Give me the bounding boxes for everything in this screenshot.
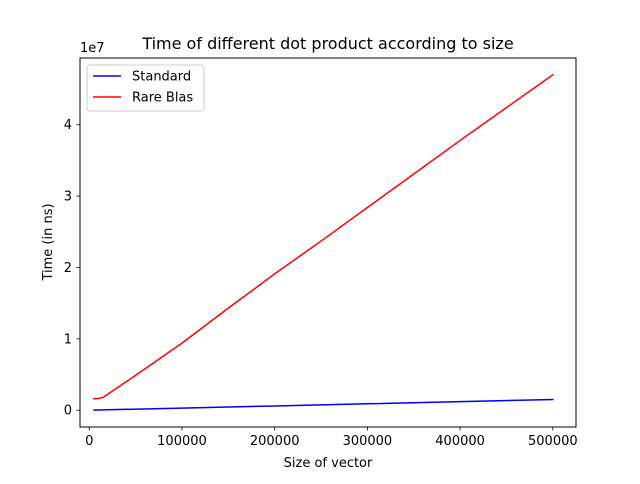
y-axis-offset-label: 1e7 [80, 41, 105, 56]
y-tick-label: 4 [64, 118, 72, 133]
series-layer [93, 73, 554, 411]
plot-frame [79, 57, 577, 428]
legend: Standard Rare Blas [86, 64, 205, 112]
y-tick-label: 0 [64, 404, 72, 419]
x-axis: 0 100000 200000 300000 400000 500000 [85, 427, 578, 449]
y-tick-label: 1 [64, 332, 72, 347]
x-tick-label: 200000 [250, 434, 300, 449]
x-tick-label: 100000 [157, 434, 207, 449]
x-tick-label: 0 [85, 434, 93, 449]
legend-label-standard: Standard [132, 70, 191, 85]
y-tick-label: 3 [64, 190, 72, 205]
x-tick-label: 400000 [435, 434, 485, 449]
y-axis: 0 1 2 3 4 [64, 118, 80, 419]
y-tick-label: 2 [64, 261, 72, 276]
x-axis-label: Size of vector [284, 456, 373, 471]
series-line-rare-blas [93, 73, 554, 400]
x-tick-label: 500000 [528, 434, 578, 449]
series-line-standard [93, 398, 554, 411]
x-tick-label: 300000 [343, 434, 393, 449]
y-axis-label: Time (in ns) [41, 203, 56, 281]
legend-label-rare-blas: Rare Blas [132, 91, 193, 106]
chart-title: Time of different dot product according … [141, 34, 513, 53]
